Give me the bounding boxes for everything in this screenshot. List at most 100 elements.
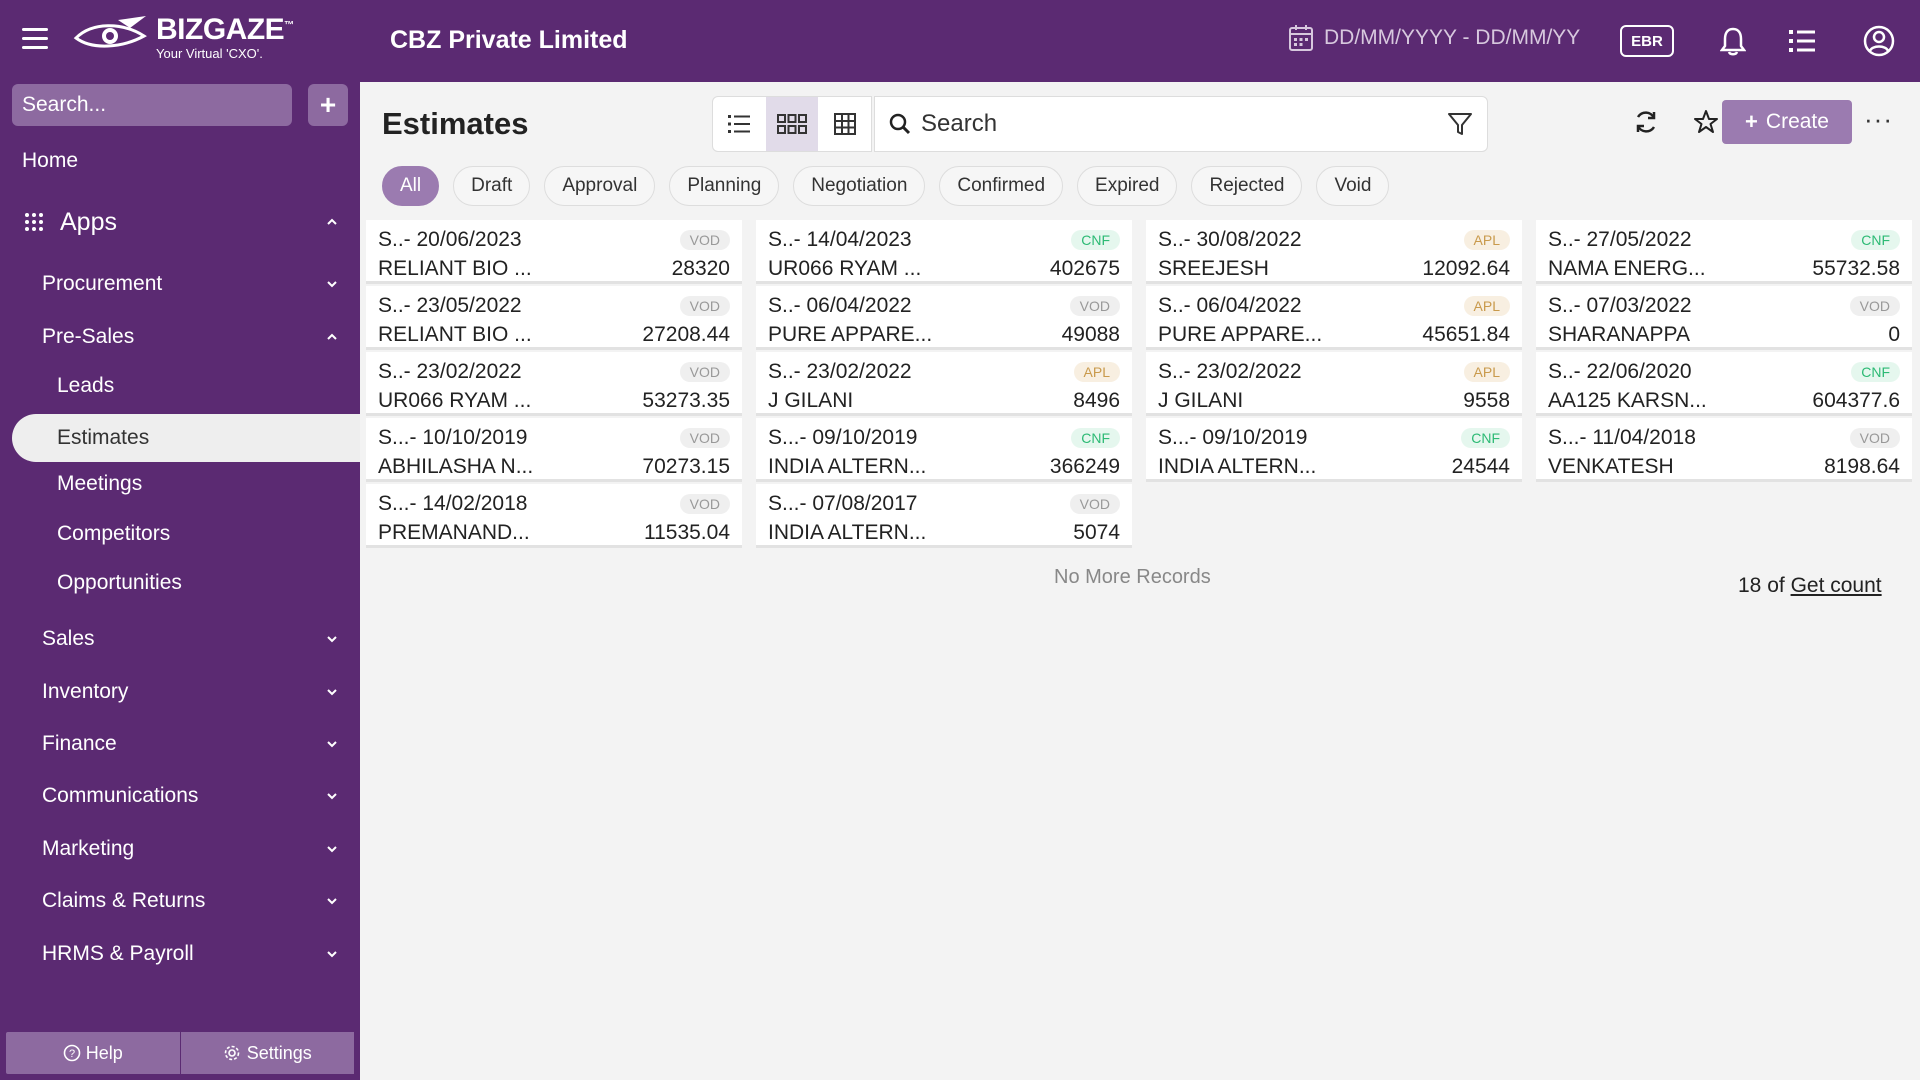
sidebar: + Home Apps Procurement Pre-Sales Leads …: [0, 82, 360, 1080]
top-bar: BIZGAZE™ Your Virtual 'CXO'. CBZ Private…: [0, 0, 1920, 82]
date-range-picker[interactable]: DD/MM/YYYY - DD/MM/YY: [1288, 24, 1580, 52]
help-icon: ?: [63, 1044, 81, 1062]
logo-trademark: ™: [284, 19, 294, 31]
estimate-card[interactable]: S..- 20/06/2023 VOD RELIANT BIO ... 28320: [366, 220, 742, 284]
customer-name: ABHILASHA N...: [378, 455, 534, 478]
customer-name: INDIA ALTERN...: [1158, 455, 1317, 478]
logo-tagline: Your Virtual 'CXO'.: [156, 45, 263, 61]
estimate-card[interactable]: S..- 23/02/2022 APL J GILANI 9558: [1146, 352, 1522, 416]
estimate-amount: 27208.44: [642, 323, 730, 346]
sidebar-item-competitors[interactable]: Competitors: [0, 516, 360, 552]
estimate-card[interactable]: S..- 23/02/2022 VOD UR066 RYAM ... 53273.35: [366, 352, 742, 416]
help-label: Help: [85, 1042, 123, 1063]
sidebar-search-input[interactable]: [22, 93, 293, 117]
create-button[interactable]: + Create: [1722, 100, 1852, 144]
sidebar-item-label: HRMS & Payroll: [42, 942, 194, 965]
estimate-card[interactable]: S..- 23/02/2022 APL J GILANI 8496: [756, 352, 1132, 416]
table-view-icon[interactable]: [818, 97, 871, 151]
refresh-icon[interactable]: [1630, 106, 1662, 138]
estimate-amount: 12092.64: [1422, 257, 1510, 280]
sidebar-item-claims-returns[interactable]: Claims & Returns: [0, 883, 360, 919]
customer-name: NAMA ENERG...: [1548, 257, 1706, 280]
status-badge: CNF: [1851, 362, 1900, 382]
estimate-amount: 9558: [1463, 389, 1510, 412]
main-search-input[interactable]: [921, 110, 1447, 138]
company-name[interactable]: CBZ Private Limited: [390, 26, 628, 54]
card-view-icon[interactable]: [765, 97, 819, 151]
status-badge: APL: [1463, 230, 1510, 250]
sidebar-apps-header[interactable]: Apps: [0, 202, 360, 242]
sidebar-item-leads[interactable]: Leads: [0, 368, 360, 404]
estimate-amount: 402675: [1049, 257, 1120, 280]
sidebar-item-estimates[interactable]: Estimates: [12, 414, 360, 462]
estimate-id-date: S..- 30/08/2022: [1158, 228, 1302, 251]
chevron-down-icon: [327, 689, 337, 696]
sidebar-add-button[interactable]: +: [308, 84, 348, 126]
sidebar-item-sales[interactable]: Sales: [0, 621, 360, 657]
hamburger-menu-icon[interactable]: [22, 28, 48, 50]
main-search-bar: [874, 96, 1488, 152]
sidebar-item-opportunities[interactable]: Opportunities: [0, 565, 360, 601]
estimate-card[interactable]: S...- 07/08/2017 VOD INDIA ALTERN... 5074: [756, 484, 1132, 548]
estimate-card[interactable]: S..- 22/06/2020 CNF AA125 KARSN... 604377.6: [1536, 352, 1912, 416]
filter-chip-rejected[interactable]: Rejected: [1191, 166, 1303, 206]
status-filter-chips: All Draft Approval Planning Negotiation Confi…: [382, 166, 1403, 206]
customer-name: PREMANAND...: [378, 521, 530, 544]
star-icon[interactable]: [1690, 106, 1722, 138]
filter-icon[interactable]: [1447, 111, 1473, 137]
estimate-amount: 0: [1888, 323, 1900, 346]
sidebar-item-inventory[interactable]: Inventory: [0, 674, 360, 710]
customer-name: UR066 RYAM ...: [378, 389, 532, 412]
sidebar-item-hrms-payroll[interactable]: HRMS & Payroll: [0, 936, 360, 972]
sidebar-item-marketing[interactable]: Marketing: [0, 831, 360, 867]
ebr-button[interactable]: EBR: [1620, 25, 1674, 57]
gear-icon: [224, 1045, 240, 1061]
calendar-icon: [1289, 25, 1313, 51]
more-options-icon[interactable]: ···: [1864, 104, 1893, 134]
estimate-card[interactable]: S..- 27/05/2022 CNF NAMA ENERG... 55732.58: [1536, 220, 1912, 284]
filter-chip-draft[interactable]: Draft: [453, 166, 531, 206]
estimate-card[interactable]: S..- 06/04/2022 VOD PURE APPARE... 49088: [756, 286, 1132, 350]
filter-chip-all[interactable]: All: [382, 166, 440, 206]
sidebar-item-procurement[interactable]: Procurement: [0, 266, 360, 302]
filter-chip-confirmed[interactable]: Confirmed: [939, 166, 1064, 206]
list-view-icon[interactable]: [713, 97, 766, 151]
help-button[interactable]: ? Help: [6, 1032, 181, 1074]
sidebar-item-home[interactable]: Home: [22, 149, 79, 172]
filter-chip-expired[interactable]: Expired: [1077, 166, 1178, 206]
estimate-card[interactable]: S..- 07/03/2022 VOD SHARANAPPA 0: [1536, 286, 1912, 350]
estimate-id-date: S...- 09/10/2019: [1158, 426, 1308, 449]
estimate-card[interactable]: S..- 14/04/2023 CNF UR066 RYAM ... 402675: [756, 220, 1132, 284]
sidebar-item-communications[interactable]: Communications: [0, 778, 360, 814]
estimate-id-date: S...- 10/10/2019: [378, 426, 528, 449]
customer-name: SREEJESH: [1158, 257, 1269, 280]
sidebar-item-meetings[interactable]: Meetings: [0, 466, 360, 502]
estimate-card[interactable]: S..- 30/08/2022 APL SREEJESH 12092.64: [1146, 220, 1522, 284]
filter-chip-planning[interactable]: Planning: [669, 166, 780, 206]
chevron-down-icon: [327, 951, 337, 958]
estimate-card[interactable]: S..- 23/05/2022 VOD RELIANT BIO ... 27208.4…: [366, 286, 742, 350]
filter-chip-approval[interactable]: Approval: [544, 166, 656, 206]
status-badge: APL: [1073, 362, 1120, 382]
sidebar-item-finance[interactable]: Finance: [0, 726, 360, 762]
user-profile-icon[interactable]: [1862, 24, 1896, 58]
sidebar-item-pre-sales[interactable]: Pre-Sales: [0, 319, 360, 355]
estimate-card[interactable]: S...- 10/10/2019 VOD ABHILASHA N... 70273.1…: [366, 418, 742, 482]
notification-bell-icon[interactable]: [1716, 24, 1750, 58]
estimate-card[interactable]: S..- 06/04/2022 APL PURE APPARE... 45651.84: [1146, 286, 1522, 350]
task-list-icon[interactable]: [1785, 24, 1819, 58]
sidebar-item-label: Marketing: [42, 837, 135, 860]
estimate-amount: 604377.6: [1812, 389, 1900, 412]
get-count-link[interactable]: Get count: [1790, 574, 1882, 597]
filter-chip-negotiation[interactable]: Negotiation: [793, 166, 926, 206]
filter-chip-void[interactable]: Void: [1316, 166, 1390, 206]
chevron-down-icon: [327, 898, 337, 905]
estimate-card[interactable]: S...- 09/10/2019 CNF INDIA ALTERN... 24544: [1146, 418, 1522, 482]
estimate-card[interactable]: S...- 14/02/2018 VOD PREMANAND... 11535.04: [366, 484, 742, 548]
chevron-down-icon: [327, 846, 337, 853]
sidebar-item-label: Meetings: [57, 472, 143, 495]
settings-button[interactable]: Settings: [180, 1032, 354, 1074]
estimate-card[interactable]: S...- 11/04/2018 VOD VENKATESH 8198.64: [1536, 418, 1912, 482]
estimate-card[interactable]: S...- 09/10/2019 CNF INDIA ALTERN... 366249: [756, 418, 1132, 482]
chevron-down-icon: [327, 636, 337, 643]
